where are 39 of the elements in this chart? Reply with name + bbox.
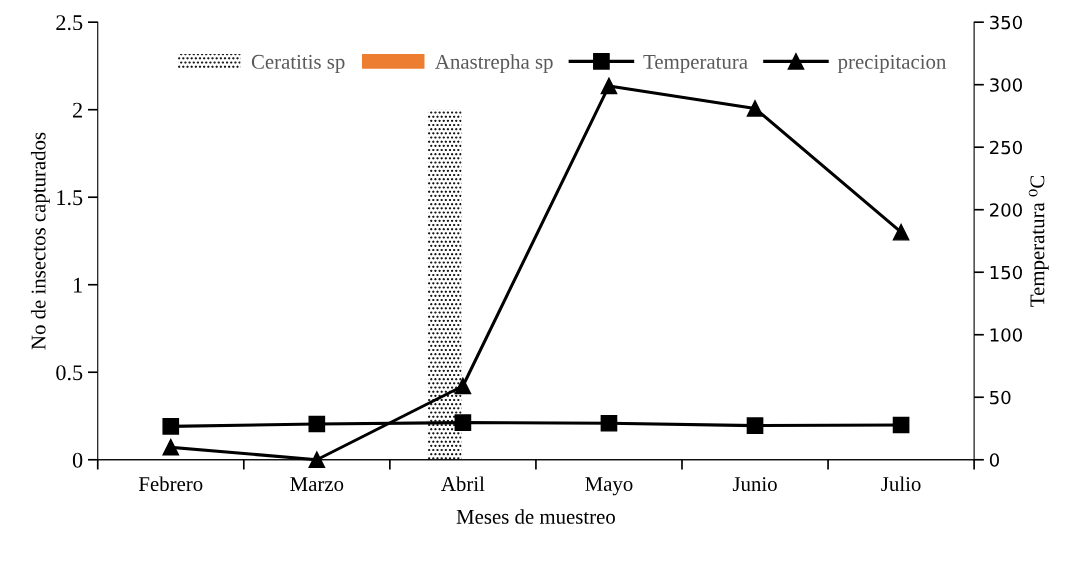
point <box>600 77 618 95</box>
x-axis-title: Meses de muestreo <box>456 509 615 524</box>
point <box>746 100 764 117</box>
x-tick-label: Marzo <box>290 477 344 492</box>
y-tick-label: 2 <box>73 102 82 118</box>
y2-tick-label: 250 <box>990 140 1022 155</box>
y-tick-label: 2.5 <box>56 15 83 31</box>
y2-tick-label: 50 <box>990 390 1011 405</box>
legend-label: Temperatura <box>643 55 748 74</box>
y-tick-label: 0.5 <box>56 365 83 381</box>
point <box>162 418 180 435</box>
y-tick-label: 1.5 <box>57 190 83 206</box>
y2-tick-label: 300 <box>990 78 1022 92</box>
point <box>162 438 180 456</box>
point <box>892 223 910 241</box>
y2-tick-label: 100 <box>990 328 1022 342</box>
y2-tick-label: 150 <box>990 265 1022 280</box>
point <box>892 416 910 434</box>
x-tick-label: Mayo <box>585 477 633 496</box>
point <box>454 377 472 395</box>
point <box>308 415 326 433</box>
x-tick-label: Abril <box>441 476 485 492</box>
y-tick-label: 1 <box>73 277 82 293</box>
point <box>600 414 618 432</box>
y2-axis-title: Temperatura ⁰C <box>1028 175 1049 307</box>
y-axis-title: No de insectos capturados <box>30 132 50 350</box>
y2-tick-label: 200 <box>990 203 1022 217</box>
legend-label: Anastrepha sp <box>435 54 553 74</box>
legend-label: precipitacion <box>837 54 947 74</box>
x-tick-label: Junio <box>732 477 777 492</box>
point <box>746 417 764 434</box>
x-tick-label: Febrero <box>138 476 203 492</box>
y2-tick-label: 0 <box>989 453 999 467</box>
x-tick-label: Julio <box>881 476 921 492</box>
legend-label: Ceratitis sp <box>251 54 345 74</box>
y2-tick-label: 350 <box>990 15 1022 30</box>
point <box>308 451 326 469</box>
point <box>454 414 472 431</box>
y-tick-label: 0 <box>72 452 83 468</box>
